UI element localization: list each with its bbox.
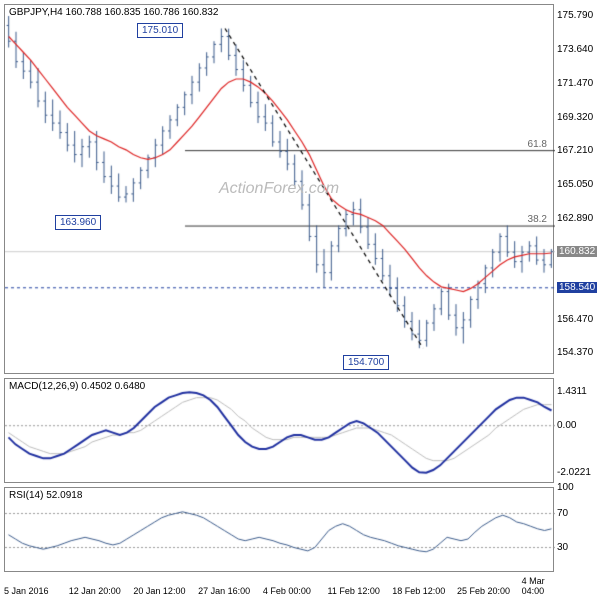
- y-tick-label: 70: [557, 508, 568, 519]
- y-tick-label: 173.640: [557, 44, 593, 55]
- y-tick-label: 154.370: [557, 347, 593, 358]
- watermark-text: ActionForex.com: [219, 180, 339, 198]
- x-tick-label: 5 Jan 2016: [4, 586, 49, 596]
- x-tick-label: 4 Mar 04:00: [522, 576, 554, 596]
- y-tick-label: 0.00: [557, 420, 576, 431]
- price-annotation: 175.010: [137, 23, 183, 38]
- fib-label: 38.2: [528, 214, 547, 225]
- y-tick-label: 175.790: [557, 10, 593, 21]
- x-tick-label: 11 Feb 12:00: [328, 586, 380, 596]
- x-tick-label: 4 Feb 00:00: [263, 586, 311, 596]
- y-tick-label: 165.050: [557, 179, 593, 190]
- macd-title: MACD(12,26,9) 0.4502 0.6480: [9, 381, 145, 392]
- y-tick-label: 100: [557, 482, 574, 493]
- macd-y-axis: 1.4311 0.00 -2.0221: [555, 379, 599, 482]
- main-y-axis: 175.790 173.640 171.470 169.320 167.210 165.0…: [555, 5, 599, 373]
- price-annotation: 163.960: [55, 215, 101, 230]
- y-tick-label: -2.0221: [557, 467, 591, 478]
- main-chart-title: GBPJPY,H4 160.788 160.835 160.786 160.83…: [9, 7, 218, 18]
- macd-chart: MACD(12,26,9) 0.4502 0.6480 1.43110.00-2…: [4, 378, 554, 483]
- y-tick-label: 162.890: [557, 213, 593, 224]
- y-tick-label: 1.4311: [557, 386, 587, 397]
- main-price-chart: GBPJPY,H4 160.788 160.835 160.786 160.83…: [4, 4, 554, 374]
- rsi-chart: RSI(14) 52.0918 1007030: [4, 487, 554, 572]
- y-tick-label: 160.832: [557, 246, 597, 257]
- y-tick-label: 171.470: [557, 78, 593, 89]
- rsi-y-axis: 1007030: [555, 488, 599, 571]
- macd-canvas: [5, 379, 555, 484]
- rsi-canvas: [5, 488, 555, 573]
- y-tick-label: 158.540: [557, 282, 597, 293]
- x-tick-label: 27 Jan 16:00: [198, 586, 250, 596]
- price-annotation: 154.700: [343, 355, 389, 370]
- y-tick-label: 156.470: [557, 314, 593, 325]
- x-tick-label: 18 Feb 12:00: [392, 586, 445, 596]
- fib-label: 61.8: [528, 139, 547, 150]
- rsi-title: RSI(14) 52.0918: [9, 490, 82, 501]
- y-tick-label: 167.210: [557, 145, 593, 156]
- y-tick-label: 30: [557, 542, 568, 553]
- y-tick-label: 169.320: [557, 112, 593, 123]
- x-tick-label: 25 Feb 20:00: [457, 586, 510, 596]
- x-tick-label: 20 Jan 12:00: [133, 586, 185, 596]
- x-tick-label: 12 Jan 20:00: [69, 586, 121, 596]
